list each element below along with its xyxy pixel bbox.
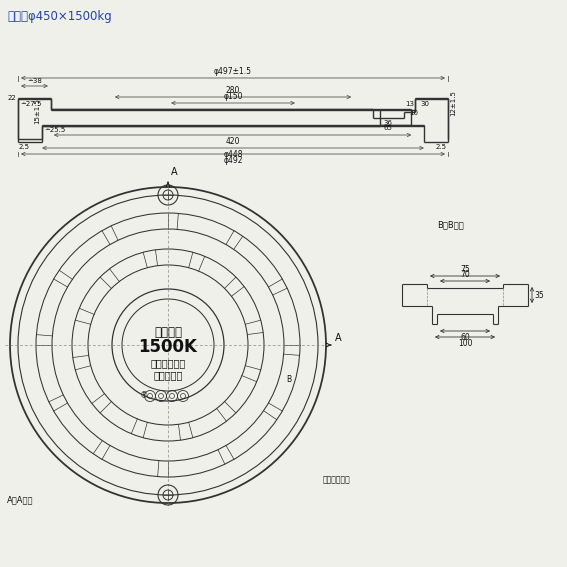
Text: ∸27.5: ∸27.5 (20, 101, 41, 107)
Text: 60: 60 (460, 333, 470, 342)
Text: 70: 70 (460, 270, 470, 279)
Text: B－B断面: B－B断面 (437, 220, 464, 229)
Text: 10: 10 (409, 111, 418, 116)
Text: ∸25.5: ∸25.5 (44, 127, 65, 133)
Text: A－A断面: A－A断面 (7, 495, 33, 504)
Text: 280: 280 (226, 86, 240, 95)
Text: φ150: φ150 (223, 92, 243, 101)
Text: ®: ® (140, 391, 148, 400)
Text: 12±1.5: 12±1.5 (450, 91, 456, 116)
Text: 35: 35 (534, 290, 544, 299)
Text: 15±1.5: 15±1.5 (34, 99, 40, 124)
Text: 100: 100 (458, 339, 472, 348)
Text: 65: 65 (384, 125, 393, 130)
Text: φ492: φ492 (223, 156, 243, 165)
Text: A: A (171, 167, 177, 177)
Text: 口表示マーク: 口表示マーク (323, 476, 351, 484)
Text: アムズφ450×1500kg: アムズφ450×1500kg (7, 10, 112, 23)
Text: 36: 36 (384, 120, 393, 126)
Text: 必ずロックを: 必ずロックを (150, 358, 185, 368)
Text: ∸38: ∸38 (27, 78, 42, 84)
Text: 2.5: 2.5 (19, 144, 30, 150)
Text: 420: 420 (225, 137, 240, 146)
Text: 13: 13 (405, 101, 414, 107)
Text: 安全荷重: 安全荷重 (154, 325, 182, 338)
Text: 75: 75 (460, 265, 470, 274)
Text: 22: 22 (7, 95, 16, 101)
Text: 30: 30 (420, 101, 429, 107)
Text: B: B (286, 375, 291, 384)
Text: φ448: φ448 (223, 150, 243, 159)
Text: 1500K: 1500K (138, 338, 197, 356)
Text: して下さい: して下さい (153, 370, 183, 380)
Text: A: A (335, 333, 342, 343)
Text: φ497±1.5: φ497±1.5 (214, 67, 252, 76)
Text: 2.5: 2.5 (436, 144, 447, 150)
